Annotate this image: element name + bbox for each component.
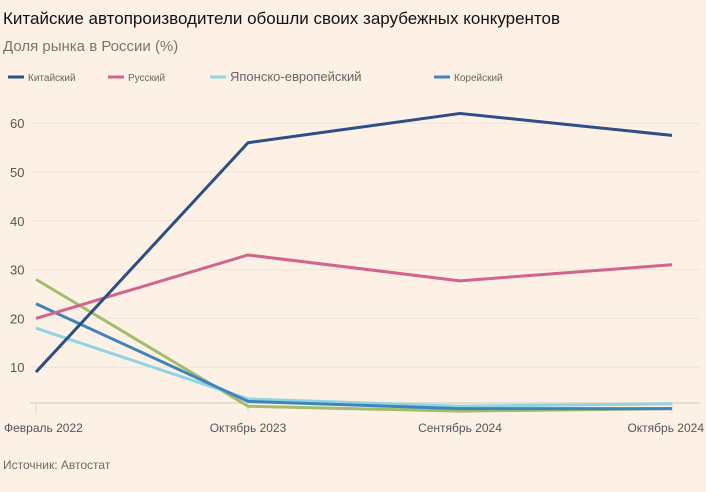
chart-title: Китайские автопроизводители обошли своих… [3, 9, 561, 28]
series-line-2 [35, 253, 673, 320]
y-tick-label: 20 [10, 311, 24, 326]
y-tick-label: 50 [10, 165, 24, 180]
legend-label: Корейский [454, 73, 503, 84]
line-chart: 10 20 30 40 50 60 Февраль 2022 Октябрь 2023 Сент… [4, 69, 704, 435]
legend-label: Китайский [28, 73, 76, 84]
series-line-4 [35, 302, 672, 411]
series-line-1 [34, 111, 673, 374]
legend-label: Японско-европейский [230, 69, 362, 84]
x-tick-label: Февраль 2022 [4, 421, 83, 435]
y-tick-label: 30 [10, 263, 24, 278]
series-line-3 [35, 326, 673, 408]
x-tick-label: Октябрь 2024 [627, 421, 704, 435]
y-tick-label: 10 [10, 360, 24, 375]
legend-label: Русский [128, 73, 165, 84]
chart-source: Источник: Автостат [3, 458, 111, 472]
y-tick-label: 60 [10, 116, 24, 131]
x-tick-label: Октябрь 2023 [210, 421, 287, 435]
y-tick-label: 40 [10, 214, 24, 229]
chart-subtitle: Доля рынка в России (%) [3, 38, 179, 55]
x-tick-label: Сентябрь 2024 [418, 421, 502, 435]
series-line-5 [35, 278, 673, 413]
